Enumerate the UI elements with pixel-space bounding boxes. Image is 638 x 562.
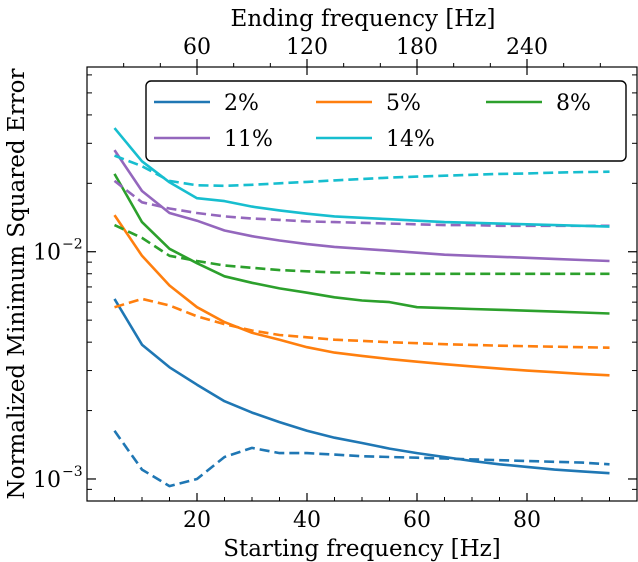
x-tick-label: 60 xyxy=(403,508,431,533)
y-tick-label: 10 xyxy=(33,241,61,266)
series-layer xyxy=(113,127,610,488)
series-1-solid-line xyxy=(113,298,610,475)
legend: 2% 5% 8% 11% 14% xyxy=(145,80,627,162)
legend-label: 8% xyxy=(556,91,591,116)
legend-label: 11% xyxy=(224,127,273,152)
y-tick-exponent: −2 xyxy=(62,237,83,253)
series-3-solid-line xyxy=(113,173,610,315)
x-tick-label: 80 xyxy=(513,508,541,533)
series-2-dashed-line xyxy=(114,297,610,349)
x-axis-title: Starting frequency [Hz] xyxy=(223,536,501,562)
x-tick-label: 40 xyxy=(293,508,321,533)
series-5-solid-line xyxy=(113,127,610,228)
y-tick-label: 10 xyxy=(33,468,61,493)
legend-label: 5% xyxy=(386,91,421,116)
top-tick-label: 180 xyxy=(396,35,438,60)
series-1-dashed-line xyxy=(113,430,610,488)
x-tick-label: 20 xyxy=(183,508,211,533)
top-tick-label: 60 xyxy=(183,35,211,60)
series-4-dashed-line xyxy=(113,179,610,228)
top-axis-title: Ending frequency [Hz] xyxy=(231,6,496,32)
top-tick-label: 120 xyxy=(286,35,328,60)
y-axis-title: Normalized Minimum Squared Error xyxy=(4,68,30,499)
top-tick-label: 240 xyxy=(506,35,548,60)
legend-label: 14% xyxy=(386,127,435,152)
series-3-dashed-line xyxy=(113,223,610,276)
series-4-solid-line xyxy=(113,149,610,263)
legend-label: 2% xyxy=(224,91,259,116)
y-tick-exponent: −3 xyxy=(62,464,83,480)
series-2-solid-line xyxy=(113,214,610,377)
